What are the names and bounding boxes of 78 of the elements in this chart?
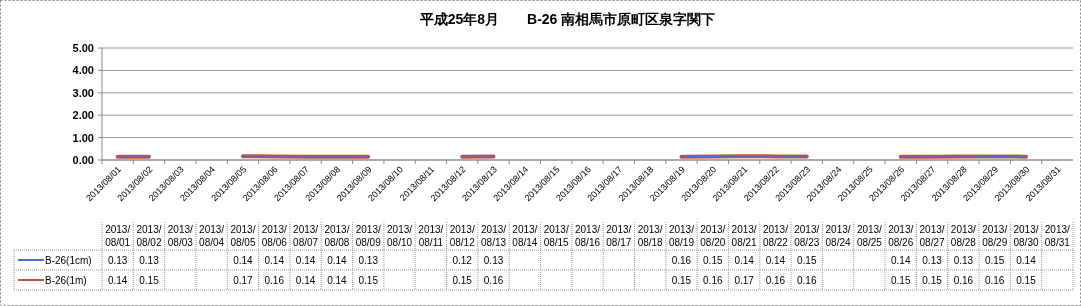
category-label: 2013/08/08	[324, 224, 350, 248]
category-label: 2013/08/06	[261, 224, 287, 248]
data-label: 0.14	[890, 255, 911, 266]
category-label: 2013/08/23	[794, 224, 820, 248]
category-label: 2013/08/05	[230, 224, 256, 248]
category-label: 2013/08/04	[199, 224, 225, 248]
data-label: 0.14	[1016, 255, 1037, 266]
data-label: 0.13	[139, 255, 160, 266]
category-label: 2013/08/29	[982, 224, 1008, 248]
category-label: 2013/08/28	[950, 224, 976, 248]
category-label: 2013/08/09	[355, 224, 381, 248]
category-label: 2013/08/21	[731, 224, 757, 248]
data-label: 0.14	[295, 255, 316, 266]
data-label: 0.13	[483, 255, 504, 266]
data-label: 0.14	[233, 255, 254, 266]
data-label: 0.16	[703, 275, 723, 286]
data-label: 0.14	[264, 255, 285, 266]
category-label: 2013/08/17	[606, 224, 632, 248]
data-label: 0.14	[765, 255, 786, 266]
data-label: 0.12	[452, 255, 473, 266]
data-label: 0.15	[358, 275, 379, 286]
data-label: 0.15	[671, 275, 692, 286]
category-label: 2013/08/03	[167, 224, 193, 248]
data-label: 0.15	[139, 275, 160, 286]
data-label: 0.14	[327, 275, 348, 286]
y-tick-label: 4.00	[72, 64, 94, 77]
data-label: 0.17	[233, 275, 254, 286]
y-tick-label: 5.00	[72, 42, 94, 54]
chart-title: 平成25年8月 B-26 南相馬市原町区泉字関下	[418, 11, 716, 27]
category-label: 2013/08/20	[700, 224, 726, 248]
category-label: 2013/08/31	[1044, 224, 1070, 248]
y-tick-label: 3.00	[72, 86, 94, 99]
category-label: 2013/08/14	[512, 224, 538, 248]
category-label: 2013/08/10	[387, 224, 413, 248]
data-label: 0.16	[671, 255, 692, 266]
data-label: 0.14	[734, 255, 755, 266]
category-label: 2013/08/30	[1013, 224, 1039, 248]
data-label: 0.15	[984, 255, 1005, 266]
data-label: 0.16	[984, 275, 1005, 286]
category-label: 2013/08/19	[668, 224, 694, 248]
category-label: 2013/08/01	[105, 224, 131, 248]
data-label: 0.16	[953, 275, 974, 286]
data-label: 0.14	[107, 275, 128, 286]
category-label: 2013/08/16	[574, 224, 601, 248]
category-label: 2013/08/15	[543, 224, 569, 248]
category-label: 2013/08/02	[136, 224, 162, 248]
data-label: 0.13	[953, 255, 974, 266]
category-label: 2013/08/18	[637, 224, 663, 248]
data-label: 0.16	[765, 275, 786, 286]
category-label: 2013/08/24	[825, 224, 851, 248]
y-tick-label: 0.00	[72, 154, 94, 166]
legend-label: B-26(1m)	[45, 275, 87, 286]
data-label: 0.13	[358, 255, 379, 266]
category-label: 2013/08/22	[762, 224, 788, 248]
data-label: 0.14	[327, 255, 348, 266]
data-label: 0.15	[797, 255, 817, 266]
category-label: 2013/08/12	[449, 224, 475, 248]
data-label: 0.13	[107, 255, 128, 266]
data-label: 0.13	[922, 255, 943, 266]
data-label: 0.15	[922, 275, 943, 286]
category-label: 2013/08/25	[856, 224, 882, 248]
y-tick-label: 1.00	[72, 131, 94, 144]
category-label: 2013/08/07	[293, 224, 319, 248]
data-label: 0.17	[734, 275, 755, 286]
data-label: 0.15	[452, 275, 473, 286]
data-label: 0.16	[483, 275, 504, 286]
data-label: 0.15	[1016, 275, 1037, 286]
category-label: 2013/08/11	[418, 224, 444, 248]
data-label: 0.16	[797, 275, 817, 286]
data-label: 0.16	[264, 275, 285, 286]
category-label: 2013/08/26	[888, 224, 914, 248]
data-label: 0.14	[295, 275, 316, 286]
y-tick-label: 2.00	[72, 109, 94, 122]
category-label: 2013/08/27	[919, 224, 945, 248]
legend-label: B-26(1cm)	[45, 255, 92, 266]
category-label: 2013/08/13	[481, 224, 507, 248]
data-label: 0.15	[890, 275, 911, 286]
data-label: 0.15	[703, 255, 723, 266]
